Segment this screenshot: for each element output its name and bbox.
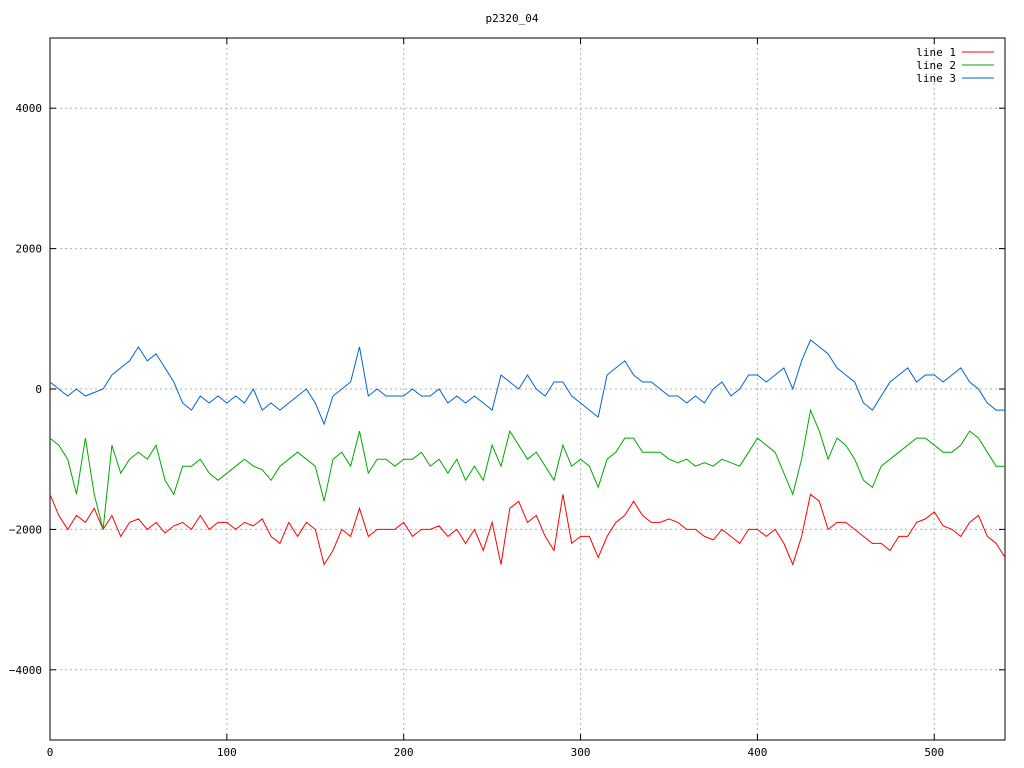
x-tick-label-0: 0 (47, 746, 54, 759)
legend-label-3: line 3 (916, 72, 956, 85)
axes: 0 100 200 300 400 500 −4000 −2000 0 2000 4000 (9, 37, 1006, 759)
series-line-1 (49, 493, 1006, 566)
legend-label-1: line 1 (916, 46, 956, 59)
x-tick-label-3: 300 (571, 746, 591, 759)
x-tick-label-1: 100 (217, 746, 237, 759)
y-tick-label-0: −4000 (9, 664, 42, 677)
x-tick-label-5: 500 (924, 746, 944, 759)
grid (50, 38, 1005, 740)
x-tick-label-4: 400 (747, 746, 767, 759)
y-tick-label-1: −2000 (9, 523, 42, 536)
legend-label-2: line 2 (916, 59, 956, 72)
data-series (49, 339, 1006, 566)
y-tick-label-3: 2000 (16, 243, 43, 256)
series-line-3 (49, 339, 1005, 426)
y-tick-label-2: 0 (35, 383, 42, 396)
x-tick-label-2: 200 (394, 746, 414, 759)
series-line-2 (49, 408, 1005, 530)
y-tick-label-4: 4000 (16, 102, 43, 115)
chart-title: p2320_04 (486, 12, 539, 25)
